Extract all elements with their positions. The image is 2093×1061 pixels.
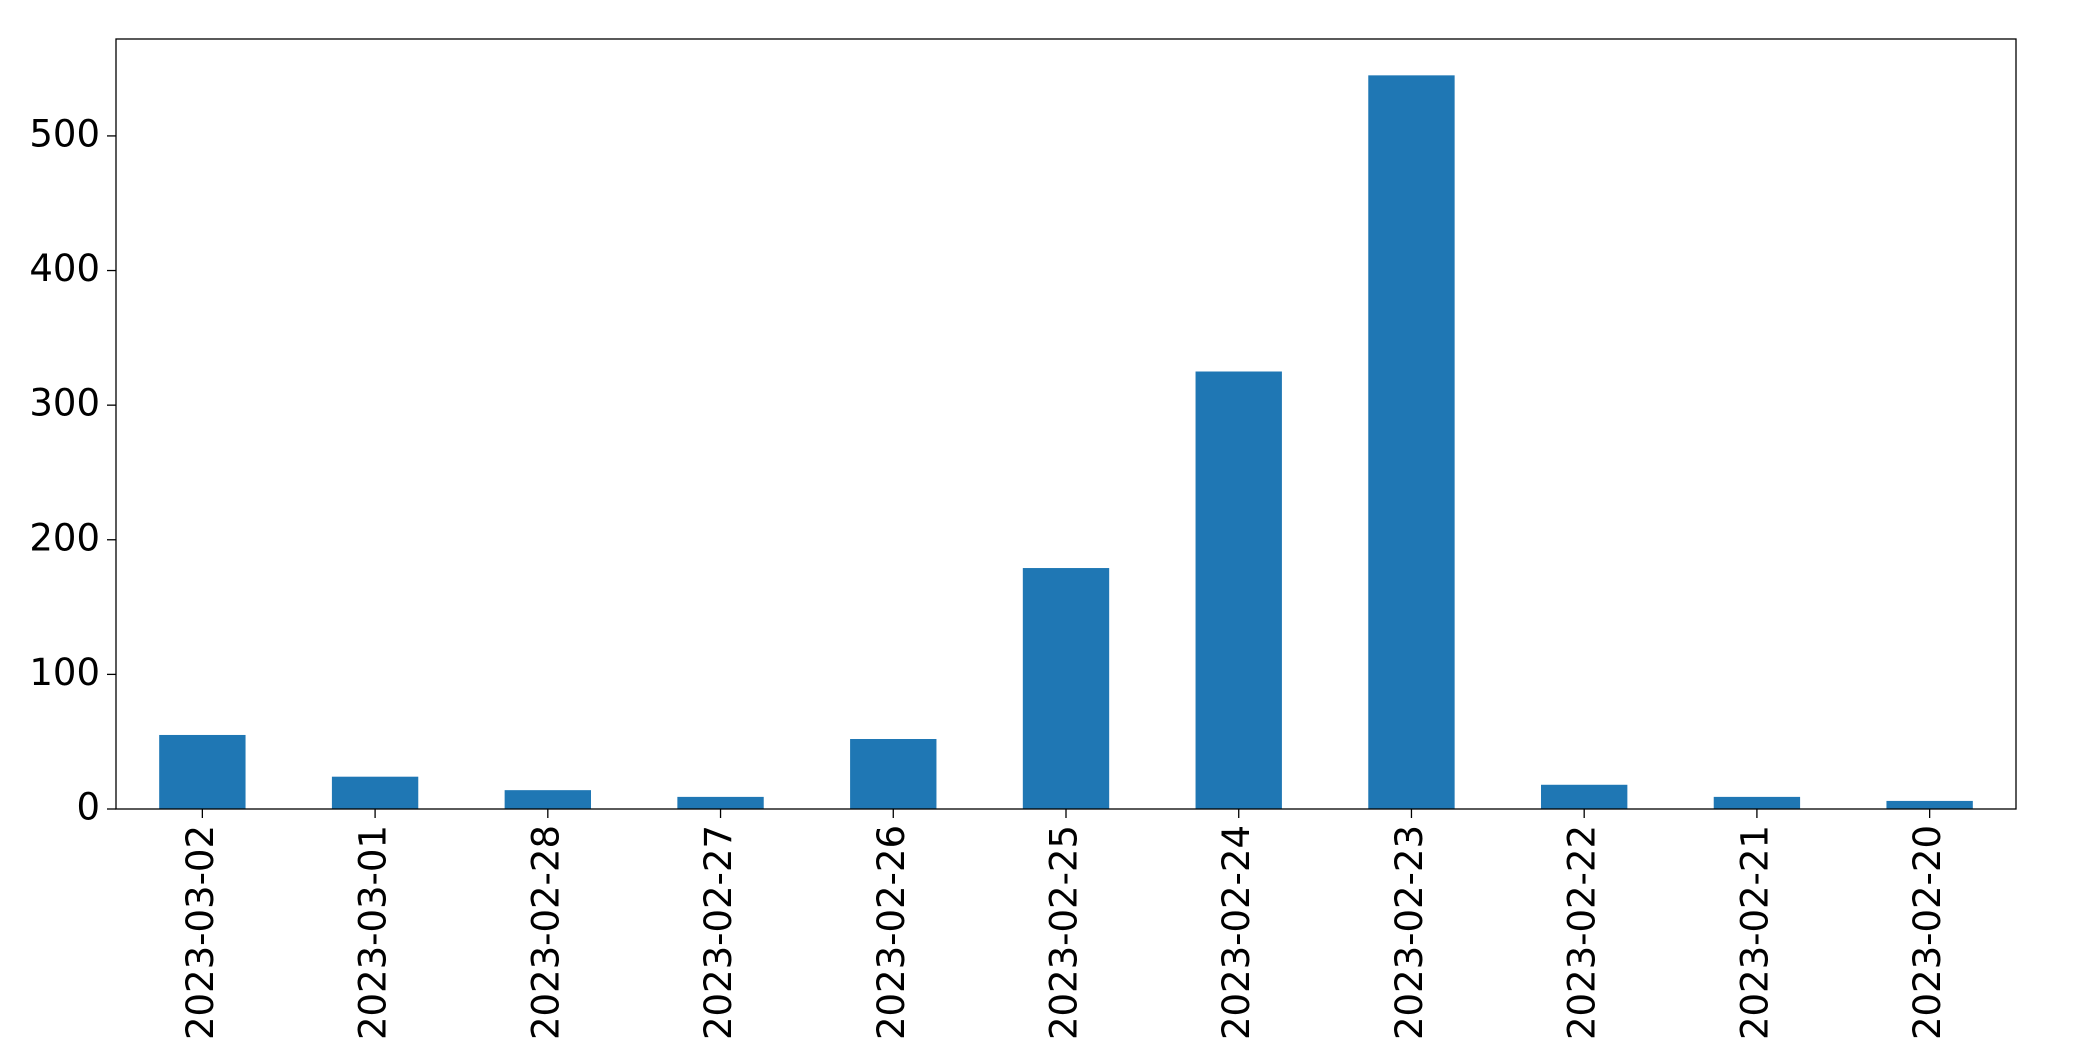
bar xyxy=(1022,568,1110,809)
y-tick-label: 100 xyxy=(29,651,100,694)
x-tick-label: 2023-02-25 xyxy=(1043,825,1086,1040)
bar xyxy=(1541,784,1628,809)
bar xyxy=(331,776,419,809)
x-tick-label: 2023-03-02 xyxy=(179,825,222,1040)
bar xyxy=(504,790,591,809)
y-tick-label: 400 xyxy=(29,247,100,290)
x-tick-label: 2023-02-24 xyxy=(1215,825,1258,1040)
y-tick-label: 300 xyxy=(29,382,100,425)
bar xyxy=(159,734,246,809)
bar xyxy=(1368,75,1455,810)
x-tick-label: 2023-02-26 xyxy=(870,825,913,1040)
bar xyxy=(1195,371,1282,809)
bar xyxy=(1886,800,1973,809)
y-tick-label: 0 xyxy=(76,786,100,829)
x-tick-label: 2023-02-23 xyxy=(1388,825,1431,1040)
y-tick-label: 500 xyxy=(29,112,100,155)
x-tick-label: 2023-03-01 xyxy=(352,825,395,1040)
bar xyxy=(677,796,764,809)
bar xyxy=(1713,796,1801,809)
bar xyxy=(850,739,937,809)
plot-frame xyxy=(115,38,2017,810)
x-tick-label: 2023-02-27 xyxy=(697,825,740,1040)
y-tick-label: 200 xyxy=(29,516,100,559)
x-tick-label: 2023-02-22 xyxy=(1561,825,1604,1040)
x-tick-label: 2023-02-28 xyxy=(524,825,567,1040)
x-tick-label: 2023-02-20 xyxy=(1906,825,1949,1040)
x-tick-label: 2023-02-21 xyxy=(1733,825,1776,1040)
